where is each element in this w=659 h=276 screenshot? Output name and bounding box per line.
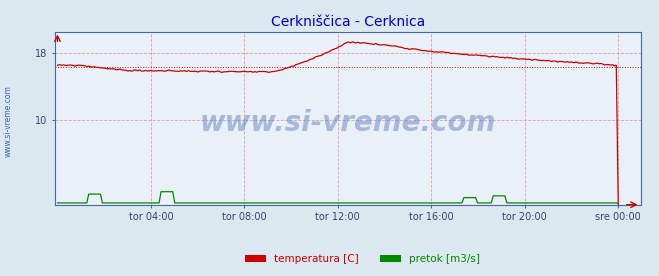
Title: Cerkniščica - Cerknica: Cerkniščica - Cerknica bbox=[271, 15, 425, 29]
Text: www.si-vreme.com: www.si-vreme.com bbox=[3, 86, 13, 157]
Text: www.si-vreme.com: www.si-vreme.com bbox=[200, 109, 496, 137]
Legend: temperatura [C], pretok [m3/s]: temperatura [C], pretok [m3/s] bbox=[241, 250, 484, 268]
